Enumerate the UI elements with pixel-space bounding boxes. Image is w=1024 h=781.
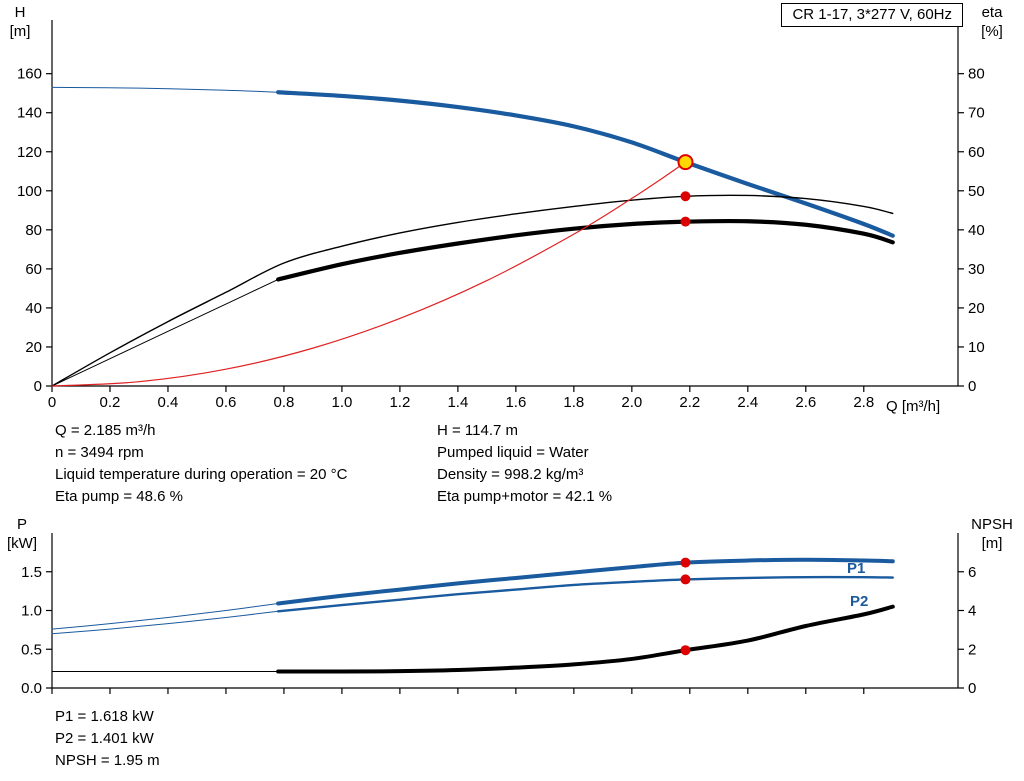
info-p1: P1 = 1.618 kW — [55, 708, 154, 725]
y-right-tick-label: 10 — [968, 339, 985, 356]
eta-axis-title-line1: eta — [981, 4, 1003, 21]
y-left-tick-label: 0.5 — [21, 641, 42, 658]
p2-curve-thin — [51, 610, 279, 635]
eta-pump-motor-point — [680, 216, 691, 227]
operating-point-info-left: Q = 2.185 m³/h n = 3494 rpm Liquid tempe… — [55, 420, 347, 508]
info-density: Density = 998.2 kg/m³ — [437, 466, 584, 483]
operating-point-info-right: H = 114.7 m Pumped liquid = Water Densit… — [437, 420, 612, 508]
p2-curve-label: P2 — [850, 593, 869, 610]
y-right-tick-label: 0 — [968, 680, 976, 697]
eta-pump-curve — [51, 194, 894, 387]
y-right-tick-label: 30 — [968, 261, 985, 278]
eta-axis-title-line2: [%] — [981, 23, 1003, 40]
info-npsh: NPSH = 1.95 m — [55, 752, 160, 769]
y-left-tick-label: 140 — [17, 105, 42, 122]
x-tick-label: 2.8 — [853, 394, 874, 411]
npsh-curve — [276, 604, 895, 674]
info-pumped-liquid: Pumped liquid = Water — [437, 444, 589, 461]
head-curve — [276, 90, 895, 238]
x-tick-label: 2.4 — [737, 394, 758, 411]
y-left-tick-label: 100 — [17, 183, 42, 200]
p1-point — [680, 557, 691, 568]
x-tick-label: 0 — [48, 394, 56, 411]
npsh-axis-title-line1: NPSH — [971, 516, 1013, 533]
p2-curve — [276, 575, 894, 613]
npsh-axis-title-line2: [m] — [981, 535, 1003, 552]
y-right-tick-label: 60 — [968, 144, 985, 161]
eta-pump-point — [680, 191, 691, 202]
y-right-tick-label: 80 — [968, 66, 985, 83]
y-left-tick-label: 80 — [25, 222, 42, 239]
y-right-tick-label: 4 — [968, 603, 976, 620]
y-right-tick-label: 0 — [968, 378, 976, 395]
p1-curve-label: P1 — [847, 560, 866, 577]
info-flow: Q = 2.185 m³/h — [55, 422, 156, 439]
y-left-tick-label: 1.0 — [21, 603, 42, 620]
power-axis-title: P [kW] — [0, 515, 44, 553]
y-left-tick-label: 20 — [25, 339, 42, 356]
power-axis-title-line1: P — [16, 516, 27, 533]
x-tick-label: 1.4 — [447, 394, 468, 411]
y-right-tick-label: 20 — [968, 300, 985, 317]
duty-point — [677, 154, 694, 171]
p1-curve — [276, 557, 895, 606]
y-left-tick-label: 1.5 — [21, 564, 42, 581]
y-left-tick-label: 120 — [17, 144, 42, 161]
x-tick-label: 0.2 — [100, 394, 121, 411]
flow-axis-title: Q [m³/h] — [886, 398, 941, 415]
y-left-tick-label: 0.0 — [21, 680, 42, 697]
info-liquid-temperature: Liquid temperature during operation = 20… — [55, 466, 348, 483]
x-tick-label: 2.6 — [795, 394, 816, 411]
load-curve — [51, 161, 687, 387]
eta-pump-motor-curve — [276, 218, 895, 282]
y-right-tick-label: 6 — [968, 564, 976, 581]
head-axis-title-line2: [m] — [9, 23, 31, 40]
x-tick-label: 1.8 — [563, 394, 584, 411]
x-tick-label: 0.8 — [274, 394, 295, 411]
pump-model-title: CR 1-17, 3*277 V, 60Hz — [781, 3, 963, 27]
x-tick-label: 1.6 — [505, 394, 526, 411]
y-right-tick-label: 50 — [968, 183, 985, 200]
info-speed: n = 3494 rpm — [55, 444, 144, 461]
x-tick-label: 0.4 — [158, 394, 179, 411]
y-left-tick-label: 60 — [25, 261, 42, 278]
info-eta-pump: Eta pump = 48.6 % — [55, 488, 183, 505]
npsh-axis-title: NPSH [m] — [964, 515, 1020, 553]
head-axis-title-line1: H — [14, 4, 26, 21]
info-p2: P2 = 1.401 kW — [55, 730, 154, 747]
y-right-tick-label: 2 — [968, 641, 976, 658]
y-right-tick-label: 40 — [968, 222, 985, 239]
p1-curve-thin — [51, 603, 279, 630]
npsh-point — [680, 645, 691, 656]
p2-point — [680, 574, 691, 585]
x-tick-label: 1.2 — [389, 394, 410, 411]
y-left-tick-label: 40 — [25, 300, 42, 317]
eta-pump-motor-curve-thin — [51, 278, 279, 387]
y-left-tick-label: 0 — [34, 378, 42, 395]
x-tick-label: 2.0 — [621, 394, 642, 411]
info-head: H = 114.7 m — [437, 422, 519, 439]
info-eta-pump-motor: Eta pump+motor = 42.1 % — [437, 488, 613, 505]
x-tick-label: 2.2 — [679, 394, 700, 411]
x-tick-label: 0.6 — [216, 394, 237, 411]
head-curve-thin — [51, 86, 279, 93]
y-right-tick-label: 70 — [968, 105, 985, 122]
power-axis-title-line2: [kW] — [7, 535, 37, 552]
x-tick-label: 1.0 — [331, 394, 352, 411]
head-axis-title: H [m] — [0, 3, 40, 41]
power-info: P1 = 1.618 kW P2 = 1.401 kW NPSH = 1.95 … — [55, 706, 160, 772]
y-left-tick-label: 160 — [17, 66, 42, 83]
eta-axis-title: eta [%] — [968, 3, 1016, 41]
